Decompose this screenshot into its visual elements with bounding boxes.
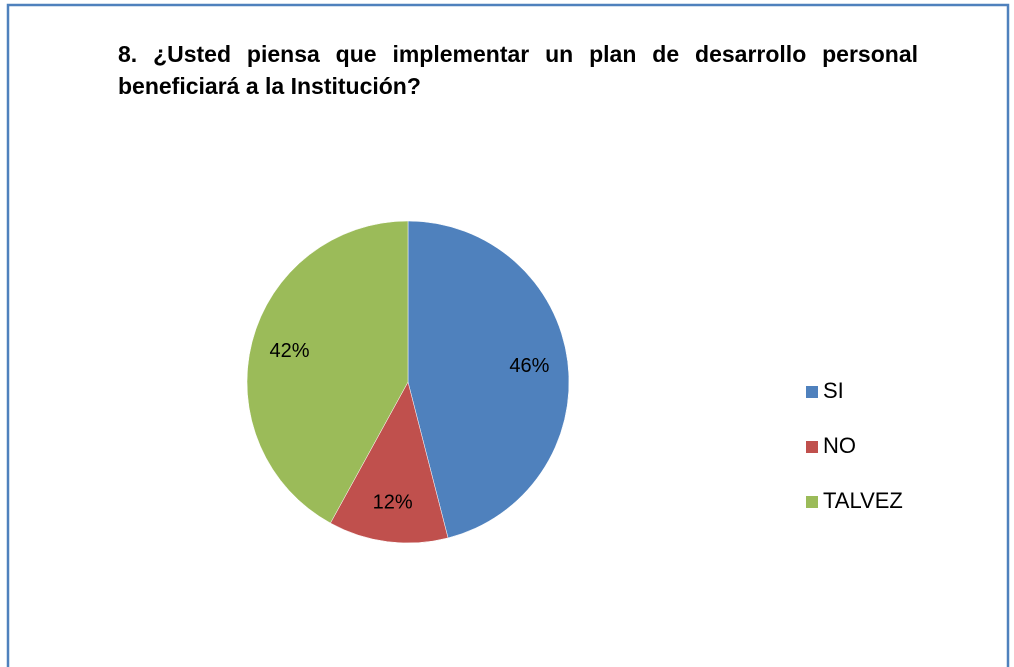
pie-slice [407,220,570,539]
chart-border [6,3,1010,667]
data-label: 12% [373,492,413,514]
pie-slice [246,220,409,524]
legend-label: NO [823,433,856,458]
legend-swatch [806,386,818,398]
legend-swatch [806,441,818,453]
legend-label: TALVEZ [823,488,903,513]
legend-label: SI [823,378,844,403]
data-label: 42% [269,340,309,362]
chart-title: 8. ¿Usted piensa que implementar un plan… [118,41,918,99]
data-label: 46% [509,355,549,377]
pie-slice [330,381,449,544]
legend-swatch [806,496,818,508]
